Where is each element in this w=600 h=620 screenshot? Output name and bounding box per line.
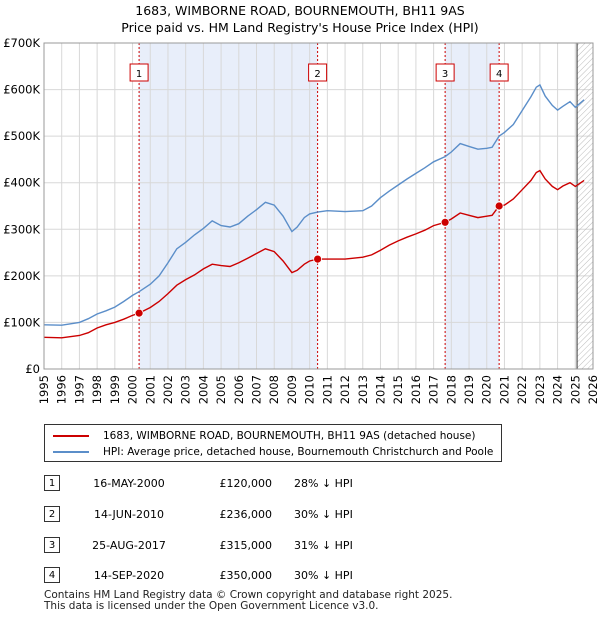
y-tick-label: £300K	[3, 222, 40, 236]
sale-price: £350,000	[219, 569, 273, 582]
y-tick-label: £100K	[3, 315, 40, 329]
sale-row: 1 16-MAY-2000 £120,000 28% ↓ HPI	[44, 475, 374, 495]
sale-point	[313, 254, 323, 264]
sale-label-frame	[435, 63, 455, 82]
x-tick-label: 2001	[143, 375, 157, 404]
series-line-price	[43, 169, 585, 339]
sale-price: £236,000	[219, 508, 273, 521]
chart-title-subtitle: Price paid vs. HM Land Registry's House …	[121, 20, 479, 35]
x-tick-label: 2022	[515, 375, 529, 404]
legend-item-hpi: HPI: Average price, detached house, Bour…	[53, 444, 493, 460]
sale-label-text: 1	[136, 69, 142, 80]
x-tick-label: 2004	[196, 375, 210, 404]
sale-date: 25-AUG-2017	[92, 539, 166, 552]
x-tick-label: 2015	[391, 375, 405, 404]
x-tick-label: 2009	[285, 375, 299, 404]
x-tick-label: 2017	[427, 375, 441, 404]
x-tick-label: 1999	[108, 375, 122, 404]
y-tick-label: £200K	[3, 269, 40, 283]
x-tick-label: 2026	[586, 375, 600, 404]
y-tick-label: £400K	[3, 176, 40, 190]
legend-label-hpi: HPI: Average price, detached house, Bour…	[103, 446, 494, 458]
sale-hpi-diff: 28% ↓ HPI	[294, 477, 353, 490]
x-tick-label: 2019	[462, 375, 476, 404]
x-tick-label: 1997	[72, 375, 86, 404]
x-tick-label: 2002	[161, 375, 175, 404]
price-chart: 1 2 3 4 £0 £100K £200K £300K £400K £500K £600K £700…	[3, 36, 600, 404]
x-tick-label: 2016	[409, 375, 423, 404]
sale-price: £120,000	[219, 477, 273, 490]
x-tick-label: 1995	[37, 375, 51, 404]
series-line-hpi	[43, 83, 585, 326]
sale-date: 14-SEP-2020	[93, 569, 165, 582]
x-tick-label: 2008	[267, 375, 281, 404]
x-tick-label: 2024	[551, 375, 565, 404]
sale-label-box: 4	[489, 63, 509, 82]
legend-label-price: 1683, WIMBORNE ROAD, BOURNEMOUTH, BH11 9…	[103, 430, 476, 442]
shaded-period	[139, 43, 318, 369]
x-tick-label: 2010	[303, 375, 317, 404]
sale-row: 4 14-SEP-2020 £350,000 30% ↓ HPI	[44, 567, 374, 587]
sale-price: £315,000	[219, 539, 273, 552]
sale-label-box: 3	[435, 63, 455, 82]
x-tick-label: 2025	[568, 375, 582, 404]
x-tick-label: 2006	[232, 375, 246, 404]
sale-label-text: 3	[442, 69, 448, 80]
x-tick-label: 2021	[497, 375, 511, 404]
x-tick-label: 2013	[356, 375, 370, 404]
chart-legend: 1683, WIMBORNE ROAD, BOURNEMOUTH, BH11 9…	[44, 424, 502, 462]
sale-point	[494, 201, 504, 211]
x-tick-label: 2005	[214, 375, 228, 404]
x-tick-label: 2011	[320, 375, 334, 404]
x-tick-label: 2000	[126, 375, 140, 404]
x-tick-label: 1998	[90, 375, 104, 404]
sale-date: 14-JUN-2010	[93, 508, 165, 521]
sale-hpi-diff: 30% ↓ HPI	[294, 508, 353, 521]
footer-license: This data is licensed under the Open Gov…	[44, 600, 379, 612]
sale-label-text: 2	[314, 69, 320, 80]
legend-swatch-hpi	[53, 451, 89, 453]
legend-item-price: 1683, WIMBORNE ROAD, BOURNEMOUTH, BH11 9…	[53, 428, 476, 444]
shaded-period	[445, 43, 500, 369]
sale-row: 2 14-JUN-2010 £236,000 30% ↓ HPI	[44, 506, 374, 526]
x-tick-label: 1996	[55, 375, 69, 404]
sale-marker-badge: 3	[44, 537, 60, 553]
x-tick-label: 2012	[338, 375, 352, 404]
x-tick-label: 2020	[480, 375, 494, 404]
sale-label-frame	[489, 63, 509, 82]
x-tick-label: 2018	[444, 375, 458, 404]
x-tick-label: 2014	[373, 375, 387, 404]
y-tick-label: £600K	[3, 83, 40, 97]
sale-hpi-diff: 30% ↓ HPI	[294, 569, 353, 582]
sale-label-frame	[129, 63, 149, 82]
sale-row: 3 25-AUG-2017 £315,000 31% ↓ HPI	[44, 537, 374, 557]
forecast-hatch	[577, 43, 593, 369]
sale-point	[134, 308, 144, 318]
plot-area	[44, 43, 593, 369]
y-tick-label: £0	[25, 362, 40, 376]
legend-swatch-price	[53, 435, 89, 437]
y-tick-label: £700K	[3, 36, 40, 50]
sale-point	[440, 217, 450, 227]
sale-label-text: 4	[496, 69, 502, 80]
x-tick-label: 2003	[179, 375, 193, 404]
footer-attribution: Contains HM Land Registry data © Crown c…	[44, 590, 452, 612]
x-tick-label: 2007	[250, 375, 264, 404]
sale-label-frame	[308, 63, 328, 82]
y-tick-label: £500K	[3, 129, 40, 143]
chart-title-address: 1683, WIMBORNE ROAD, BOURNEMOUTH, BH11 9…	[135, 3, 465, 18]
plot-border	[43, 42, 594, 370]
sale-date: 16-MAY-2000	[93, 477, 165, 490]
sale-label-box: 1	[129, 63, 149, 82]
sale-marker-badge: 4	[44, 567, 60, 583]
sale-label-box: 2	[308, 63, 328, 82]
sale-marker-badge: 1	[44, 475, 60, 491]
sale-marker-badge: 2	[44, 506, 60, 522]
sale-hpi-diff: 31% ↓ HPI	[294, 539, 353, 552]
footer-copyright: Contains HM Land Registry data © Crown c…	[44, 589, 453, 601]
x-tick-label: 2023	[533, 375, 547, 404]
